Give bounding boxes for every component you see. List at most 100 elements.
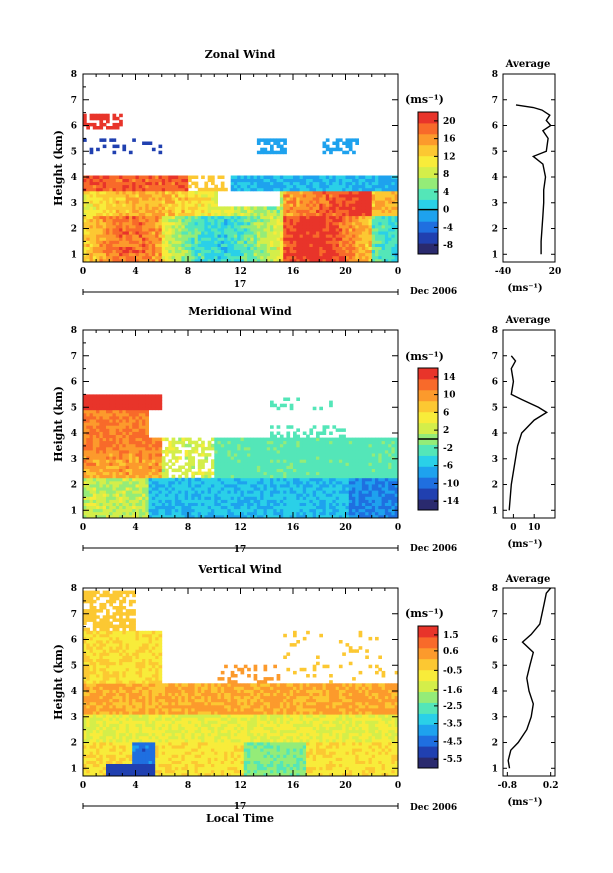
zonal-cell [201, 203, 205, 207]
zonal-cell [227, 218, 232, 223]
meridional-cell [306, 502, 310, 506]
zonal-cell [151, 206, 156, 210]
meridional-cell [316, 508, 320, 513]
zonal-cell [322, 175, 327, 179]
meridional-cell [207, 514, 212, 518]
meridional-cell [201, 496, 205, 500]
meridional-cell [125, 406, 130, 411]
zonal-cell [86, 231, 90, 235]
meridional-cell [227, 437, 232, 442]
meridional-cell [96, 468, 100, 473]
zonal-cell [92, 116, 97, 121]
zonal-cell [355, 246, 359, 250]
zonal-cell [260, 187, 264, 192]
zonal-cell [217, 218, 222, 223]
meridional-cell [158, 437, 163, 442]
meridional-cell [109, 459, 113, 463]
zonal-cell [112, 237, 117, 241]
zonal-cell [99, 126, 104, 130]
zonal-avg-ytick-label: 1 [492, 250, 498, 260]
zonal-cell [283, 147, 287, 152]
meridional-cell [188, 443, 192, 448]
zonal-cell [138, 200, 143, 204]
zonal-cell [109, 218, 113, 223]
zonal-cell [375, 218, 379, 223]
meridional-cell [302, 431, 307, 435]
meridional-cell [106, 416, 110, 420]
zonal-cell [306, 258, 310, 262]
zonal-avg-ytick-label: 3 [492, 199, 498, 209]
zonal-xtick-label: 12 [234, 267, 247, 277]
meridional-cell [151, 496, 156, 500]
meridional-cell [240, 505, 245, 510]
meridional-cell [296, 487, 300, 491]
meridional-cell [115, 453, 120, 457]
zonal-cell [273, 221, 277, 226]
zonal-cell [102, 113, 107, 118]
meridional-cell [132, 487, 136, 491]
meridional-cell [276, 511, 281, 516]
meridional-cell [273, 450, 277, 454]
meridional-cell [128, 437, 133, 442]
zonal-cell [329, 258, 333, 262]
zonal-cell [306, 203, 310, 207]
zonal-cell [158, 249, 163, 254]
zonal-cell [96, 215, 100, 220]
zonal-cell [273, 255, 277, 260]
zonal-cell [112, 200, 117, 204]
zonal-cell [194, 221, 199, 226]
zonal-cell [145, 249, 149, 254]
zonal-cell [253, 187, 258, 192]
zonal-cell [174, 194, 179, 198]
zonal-cell [299, 197, 304, 201]
zonal-cell [361, 243, 366, 247]
zonal-cell [89, 203, 94, 207]
meridional-cell [96, 459, 100, 463]
zonal-cell [266, 237, 271, 241]
meridional-cell [115, 443, 120, 448]
meridional-cell [217, 508, 222, 513]
zonal-cell [207, 218, 212, 223]
meridional-cell [168, 490, 172, 494]
zonal-cell [194, 252, 199, 257]
zonal-cell [178, 184, 182, 189]
zonal-cell [191, 249, 195, 254]
zonal-cell [283, 138, 287, 142]
zonal-cell [214, 252, 218, 257]
meridional-cell [270, 446, 274, 451]
meridional-cell [256, 480, 261, 485]
meridional-cell [276, 425, 281, 429]
zonal-cell [322, 212, 327, 217]
meridional-cell [138, 416, 143, 420]
meridional-cell [309, 505, 314, 510]
zonal-cell [316, 252, 320, 257]
zonal-cell [283, 181, 287, 186]
meridional-cell [106, 409, 110, 414]
meridional-cell [233, 459, 238, 463]
zonal-cell [283, 190, 287, 195]
zonal-cell [125, 190, 130, 195]
meridional-cell [151, 511, 156, 516]
meridional-cell [178, 437, 182, 442]
zonal-cell [256, 231, 261, 235]
zonal-cell [145, 255, 149, 260]
meridional-cell [109, 437, 113, 442]
meridional-cell [266, 459, 271, 463]
zonal-cell [233, 178, 238, 183]
meridional-cell [217, 453, 222, 457]
meridional-cell [240, 502, 245, 506]
zonal-cell [201, 231, 205, 235]
zonal-cell [266, 228, 271, 232]
meridional-cell [138, 493, 143, 497]
meridional-cell [115, 403, 120, 408]
zonal-cell [168, 243, 172, 247]
meridional-cell [220, 484, 225, 488]
zonal-cell [86, 215, 90, 220]
zonal-cell [394, 255, 398, 260]
zonal-colorbar-label: -4 [443, 223, 453, 233]
zonal-cell [375, 221, 379, 226]
meridional-cell [247, 446, 251, 451]
zonal-cell [276, 258, 281, 262]
zonal-cell [92, 126, 97, 130]
zonal-cell [115, 116, 120, 121]
